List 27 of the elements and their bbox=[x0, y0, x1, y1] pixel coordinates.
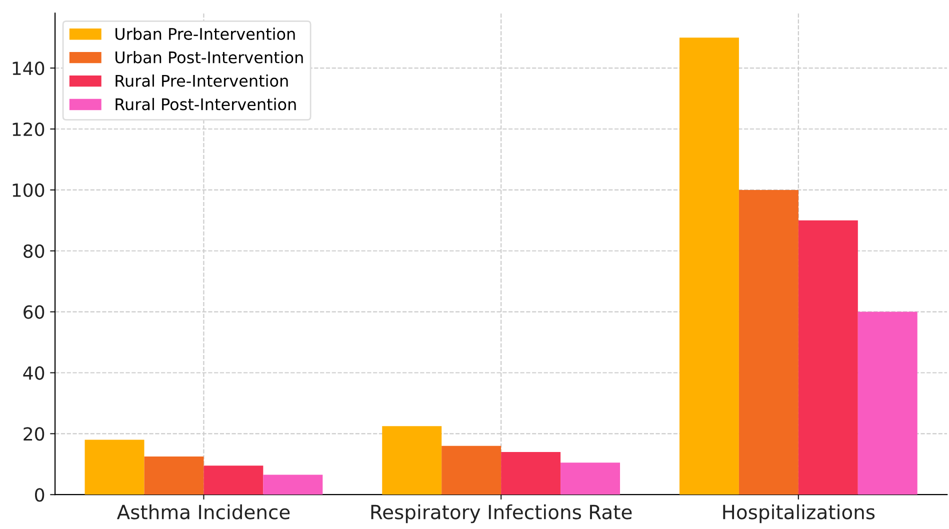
bar bbox=[501, 452, 561, 495]
y-tick-label: 120 bbox=[12, 122, 44, 136]
bar bbox=[679, 38, 739, 495]
bar bbox=[798, 220, 858, 495]
legend-label: Urban Post-Intervention bbox=[116, 51, 303, 64]
y-tick-label: 0 bbox=[35, 488, 44, 502]
legend-label: Rural Post-Intervention bbox=[116, 98, 296, 110]
legend-label: Urban Pre-Intervention bbox=[116, 28, 295, 40]
y-tick-label: 40 bbox=[23, 366, 44, 380]
bar bbox=[738, 190, 798, 495]
y-tick-label: 60 bbox=[24, 305, 44, 319]
bar bbox=[144, 456, 204, 495]
bar bbox=[442, 446, 502, 495]
legend-label: Rural Pre-Intervention bbox=[116, 74, 288, 87]
y-tick-label: 140 bbox=[12, 62, 44, 76]
bar bbox=[84, 440, 144, 495]
y-tick-label: 80 bbox=[24, 244, 44, 258]
x-tick-label: Hospitalizations bbox=[723, 504, 875, 524]
bar bbox=[204, 466, 264, 495]
y-tick-label: 100 bbox=[12, 183, 44, 198]
x-tick-label: Asthma Incidence bbox=[116, 504, 290, 520]
y-tick-label: 20 bbox=[24, 427, 44, 441]
x-tick-label: Respiratory Infections Rate bbox=[371, 504, 632, 524]
bar bbox=[263, 474, 323, 495]
bar bbox=[858, 312, 918, 495]
bar bbox=[560, 462, 620, 495]
bar bbox=[382, 426, 442, 495]
